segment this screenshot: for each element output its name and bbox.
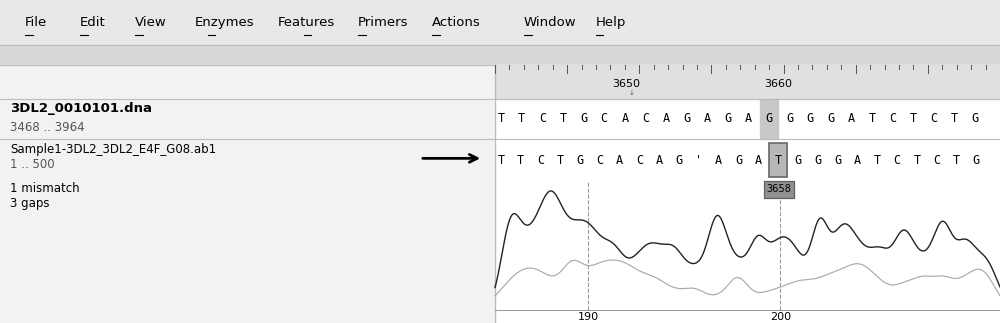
- Text: Window: Window: [524, 16, 577, 29]
- Text: 1 .. 500: 1 .. 500: [10, 158, 55, 171]
- Text: 190: 190: [578, 312, 599, 321]
- Text: C: C: [889, 112, 896, 125]
- Text: File: File: [25, 16, 47, 29]
- Text: C: C: [537, 154, 544, 167]
- Text: A: A: [755, 154, 762, 167]
- Text: G: G: [794, 154, 802, 167]
- Text: ↓: ↓: [628, 90, 634, 97]
- Text: G: G: [807, 112, 814, 125]
- Text: 3 gaps: 3 gaps: [10, 197, 50, 210]
- Text: C: C: [539, 112, 546, 125]
- Text: A: A: [621, 112, 628, 125]
- Bar: [495, 65, 1000, 323]
- Text: T: T: [775, 154, 782, 167]
- Text: 200: 200: [770, 312, 791, 321]
- Text: Sample1-3DL2_3DL2_E4F_G08.ab1: Sample1-3DL2_3DL2_E4F_G08.ab1: [10, 143, 216, 156]
- Text: A: A: [854, 154, 861, 167]
- Text: C: C: [930, 112, 938, 125]
- Text: Actions: Actions: [432, 16, 481, 29]
- Text: Primers: Primers: [358, 16, 409, 29]
- Text: G: G: [972, 112, 979, 125]
- Text: T: T: [910, 112, 917, 125]
- Text: G: G: [683, 112, 690, 125]
- Text: Help: Help: [596, 16, 626, 29]
- Text: A: A: [848, 112, 855, 125]
- FancyArrowPatch shape: [423, 154, 477, 162]
- Text: G: G: [580, 112, 587, 125]
- Text: Edit: Edit: [80, 16, 106, 29]
- Text: T: T: [557, 154, 564, 167]
- Text: C: C: [636, 154, 643, 167]
- Text: A: A: [715, 154, 722, 167]
- Text: T: T: [951, 112, 958, 125]
- Text: T: T: [518, 112, 525, 125]
- Text: C: C: [601, 112, 608, 125]
- Text: G: G: [834, 154, 841, 167]
- Text: ': ': [695, 154, 703, 167]
- Bar: [0, 0, 1000, 45]
- Bar: [0, 65, 495, 323]
- Text: C: C: [642, 112, 649, 125]
- Text: T: T: [953, 154, 960, 167]
- Text: A: A: [745, 112, 752, 125]
- Text: A: A: [663, 112, 670, 125]
- Text: 3660: 3660: [764, 79, 792, 89]
- Bar: [495, 65, 1000, 99]
- Text: T: T: [869, 112, 876, 125]
- Text: T: T: [498, 112, 505, 125]
- Text: T: T: [517, 154, 524, 167]
- Text: C: C: [933, 154, 940, 167]
- Text: C: C: [596, 154, 604, 167]
- Text: G: G: [676, 154, 683, 167]
- Text: G: G: [577, 154, 584, 167]
- Text: T: T: [913, 154, 920, 167]
- Text: C: C: [893, 154, 901, 167]
- Text: G: G: [786, 112, 793, 125]
- Text: A: A: [704, 112, 711, 125]
- Text: A: A: [656, 154, 663, 167]
- Text: A: A: [616, 154, 623, 167]
- Text: T: T: [559, 112, 567, 125]
- Text: G: G: [827, 112, 835, 125]
- Text: G: G: [973, 154, 980, 167]
- Bar: [0, 45, 1000, 65]
- Text: G: G: [814, 154, 821, 167]
- Text: 1 mismatch: 1 mismatch: [10, 182, 80, 195]
- Text: 3650: 3650: [612, 79, 640, 89]
- Text: G: G: [766, 112, 773, 125]
- Text: View: View: [135, 16, 167, 29]
- Text: 3DL2_0010101.dna: 3DL2_0010101.dna: [10, 102, 152, 115]
- Text: T: T: [874, 154, 881, 167]
- Text: 3468 .. 3964: 3468 .. 3964: [10, 121, 85, 134]
- FancyBboxPatch shape: [764, 181, 794, 198]
- Text: G: G: [724, 112, 731, 125]
- Text: 3658: 3658: [767, 184, 792, 194]
- Text: Features: Features: [278, 16, 335, 29]
- Text: T: T: [497, 154, 505, 167]
- Bar: [760, 99, 778, 139]
- Text: Enzymes: Enzymes: [195, 16, 255, 29]
- Text: G: G: [735, 154, 742, 167]
- FancyBboxPatch shape: [769, 143, 787, 177]
